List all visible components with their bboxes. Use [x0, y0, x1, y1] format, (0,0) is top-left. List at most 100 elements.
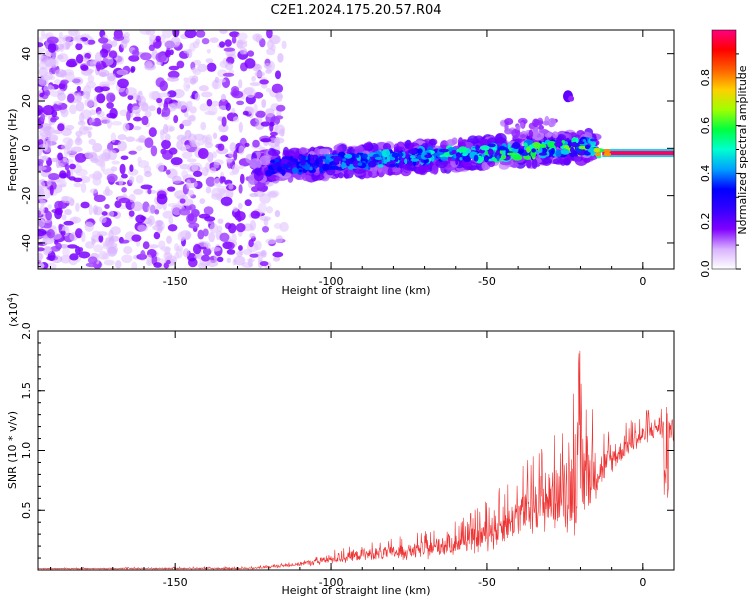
spectrogram-blob: [109, 107, 118, 119]
spectrogram-blob: [167, 186, 176, 192]
spectrogram-blob: [314, 147, 320, 156]
spectrogram-blob: [38, 166, 47, 171]
spectrogram-blob: [248, 239, 254, 248]
spectrogram-blob: [85, 61, 94, 67]
spectrogram-blob: [129, 164, 134, 173]
spectrogram-blob: [407, 160, 414, 166]
spectrogram-blob: [183, 111, 189, 118]
spectrogram-blob: [197, 148, 209, 159]
spectrogram-blob: [298, 147, 307, 155]
spectrogram-blob: [81, 231, 86, 243]
spectrogram-blob: [46, 179, 52, 187]
spectrogram-plot-area: [38, 30, 674, 269]
spectrogram-blob: [75, 30, 81, 37]
spectrogram-blob: [87, 130, 92, 138]
spectrogram-blob: [168, 65, 180, 71]
spectrogram-blob: [254, 63, 260, 70]
spectrogram-blob: [148, 105, 156, 112]
colorbar-tick-1: 0.2: [699, 212, 712, 230]
spectrogram-blob: [38, 179, 46, 191]
spectrogram-blob: [347, 168, 354, 176]
spectrogram-blob: [544, 133, 552, 138]
spectrogram-blob: [65, 124, 75, 131]
spectrogram-blob: [435, 158, 448, 169]
spectrogram-blob: [555, 149, 562, 158]
spectrogram-blob: [239, 47, 247, 55]
spectrogram-blob: [85, 262, 98, 268]
spectrogram-blob: [225, 158, 234, 163]
spectrogram-blob: [117, 134, 127, 141]
spectrogram-blob: [184, 129, 192, 139]
spectrogram-blob: [561, 139, 566, 144]
spectrogram-blob: [520, 121, 525, 129]
spectrogram-x-label: Height of straight line (km): [281, 284, 430, 297]
spectrogram-blob: [369, 142, 379, 153]
spectrogram-blob: [107, 246, 118, 257]
spectrogram-blob: [459, 157, 463, 161]
spectrogram-blob: [322, 163, 330, 171]
spectrogram-blob: [128, 193, 136, 203]
spectrogram-blob: [119, 109, 129, 117]
spectrogram-blob: [292, 167, 299, 174]
spectrogram-blob: [101, 211, 108, 216]
spectrogram-blob: [96, 110, 105, 118]
spectrogram-blob: [55, 242, 62, 250]
spectrogram-blob: [587, 147, 596, 153]
spectrogram-blob: [38, 247, 45, 252]
spectrogram-blob: [560, 148, 570, 155]
spectrogram-blob: [269, 159, 276, 164]
spectrogram-blob: [128, 150, 137, 155]
spectrogram-blob: [236, 100, 245, 106]
spectrogram-blob: [39, 204, 45, 215]
spectrogram-blob: [103, 259, 115, 266]
spectrogram-blob: [463, 156, 472, 163]
spectrogram-blob: [84, 98, 95, 108]
spectrogram-blob: [108, 50, 118, 59]
snr-scale-label: (x104): [6, 293, 20, 327]
spectrogram-blob: [147, 188, 152, 195]
spectrogram-blob: [183, 77, 189, 83]
spectrogram-blob: [96, 60, 101, 72]
spectrogram-blob: [138, 135, 147, 144]
spectrogram-blob: [80, 109, 92, 120]
spectrogram-blob: [275, 235, 283, 244]
spectrogram-blob: [386, 148, 390, 156]
spectrogram-blob: [99, 48, 109, 58]
spectrogram-blob: [176, 134, 187, 141]
spectrogram-blob: [178, 208, 191, 216]
spectrogram-blob: [61, 196, 74, 204]
spectrogram-blob: [168, 216, 174, 225]
spectrogram-blob: [252, 139, 260, 148]
spectrogram-blob: [218, 41, 226, 48]
spectrogram-blob: [203, 241, 211, 248]
spectrogram-blob: [209, 246, 221, 252]
spectrogram-blob: [189, 77, 197, 85]
spectrogram-blob: [72, 76, 84, 86]
spectrogram-blob: [548, 117, 557, 127]
spectrogram-blob: [275, 91, 283, 102]
spectrogram-blob: [260, 138, 272, 143]
spectrogram-blob: [38, 252, 44, 260]
spectrogram-blob: [174, 37, 181, 46]
spectrogram-blob: [231, 163, 240, 174]
spectrogram-blob: [133, 125, 142, 131]
spectrogram-blob: [181, 151, 193, 160]
spectrogram-blob: [242, 110, 249, 116]
spectrogram-blob: [205, 186, 212, 194]
spectrogram-blob: [526, 146, 531, 154]
spectrogram-blob: [188, 222, 200, 229]
spectrogram-blob: [197, 229, 205, 240]
spectrogram-blob: [255, 117, 263, 124]
spectrogram-blob: [247, 50, 255, 57]
spectrogram-blob: [440, 156, 448, 161]
spectrogram-blob: [218, 123, 229, 133]
spectrogram-blob: [206, 62, 217, 72]
spectrogram-blob: [57, 43, 64, 50]
spectrogram-blob: [176, 140, 183, 150]
spectrogram-blob: [368, 160, 377, 168]
spectrogram-blob: [68, 30, 79, 37]
spectrogram-blob: [92, 142, 103, 153]
spectrogram-blob: [221, 116, 227, 127]
spectrogram-blob: [87, 256, 98, 264]
spectrogram-blob: [192, 243, 202, 255]
